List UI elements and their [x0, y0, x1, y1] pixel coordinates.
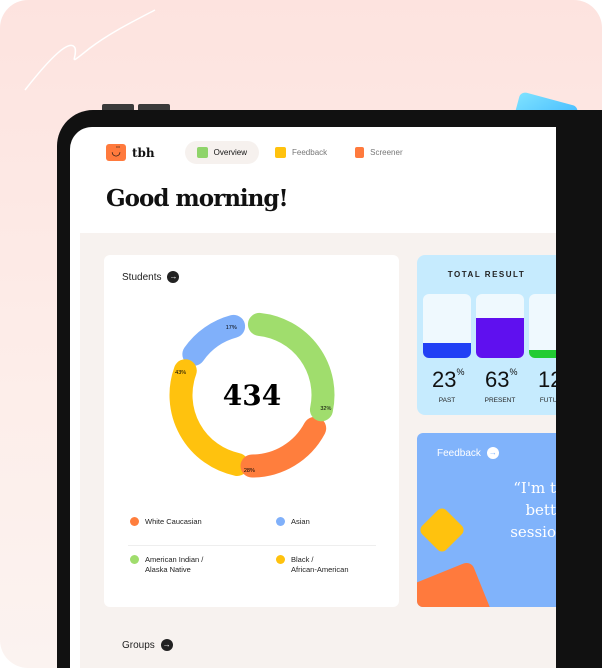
donut-segment	[182, 314, 246, 366]
donut-segment	[247, 312, 335, 422]
result-bar-fill	[423, 343, 471, 358]
result-value: 12%	[538, 367, 556, 393]
feedback-quote: “I'm t bett sessio	[510, 479, 556, 541]
scribble-decoration	[24, 9, 156, 91]
result-unit: %	[456, 367, 465, 377]
feedback-title: Feedback	[437, 447, 481, 459]
app-screen: ◡̈ tbh Overview Feedback Screener Good mo…	[70, 127, 556, 668]
result-label: FUTURE	[539, 397, 556, 404]
legend-label: Black / African-American	[291, 555, 349, 574]
donut-label: 28%	[244, 468, 255, 474]
page-title: Good morning!	[106, 185, 289, 212]
students-donut-chart: 434 32% 28% 43% 17%	[169, 312, 335, 478]
donut-label: 43%	[175, 370, 186, 376]
result-label: PRESENT	[484, 397, 516, 404]
students-card: Students → 434 32% 28% 43% 17% White Caucasi…	[104, 255, 399, 607]
tab-overview[interactable]: Overview	[184, 141, 260, 164]
groups-header[interactable]: Groups →	[122, 639, 173, 651]
feedback-header[interactable]: Feedback →	[437, 447, 499, 459]
result-bar	[476, 294, 524, 358]
device-button	[138, 104, 170, 112]
tab-label: Overview	[213, 148, 248, 157]
result-value: 63%	[485, 367, 518, 393]
tab-screener[interactable]: Screener	[343, 141, 414, 164]
result-bar-fill	[529, 350, 556, 358]
students-header[interactable]: Students →	[122, 271, 180, 283]
donut-segment	[240, 416, 327, 478]
result-bar	[529, 294, 556, 358]
legend-dot	[130, 555, 139, 564]
groups-title: Groups	[122, 639, 155, 651]
logo-text: tbh	[132, 145, 155, 160]
arrow-right-icon[interactable]: →	[160, 639, 173, 651]
legend-label: American Indian / Alaska Native	[145, 555, 204, 574]
dashboard: Students → 434 32% 28% 43% 17% White Caucasi…	[80, 233, 556, 668]
total-result-card: TOTAL RESULT 23% PAST 63% PRESENT 12% FU…	[417, 255, 556, 415]
legend-dot	[130, 517, 139, 526]
smiley-logo-icon: ◡̈	[106, 144, 126, 161]
feedback-card: Feedback → “I'm t bett sessio	[417, 433, 556, 607]
device-button	[102, 104, 134, 112]
legend-item: Asian	[276, 517, 310, 527]
logo[interactable]: ◡̈ tbh	[106, 144, 155, 161]
tab-label: Screener	[370, 148, 403, 157]
legend-dot	[276, 555, 285, 564]
legend-dot	[276, 517, 285, 526]
result-value: 23%	[432, 367, 465, 393]
grid-icon	[196, 147, 208, 158]
document-icon	[355, 147, 365, 158]
legend-item: American Indian / Alaska Native	[130, 555, 203, 575]
arrow-right-icon[interactable]: →	[167, 271, 180, 283]
arrow-right-icon[interactable]: →	[486, 447, 499, 459]
legend-item: White Caucasian	[130, 517, 202, 527]
message-icon	[275, 147, 287, 158]
result-number: 12	[538, 367, 556, 392]
donut-label: 17%	[226, 325, 237, 331]
donut-segment	[169, 359, 249, 476]
donut-label: 32%	[320, 406, 331, 412]
legend-item: Black / African-American	[276, 555, 349, 575]
result-number: 63	[485, 367, 510, 392]
diamond-shape	[417, 505, 467, 555]
total-result-title: TOTAL RESULT	[447, 270, 526, 279]
result-unit: %	[509, 367, 518, 377]
tab-label: Feedback	[292, 148, 328, 157]
result-bar	[423, 294, 471, 358]
result-bar-fill	[476, 317, 524, 358]
square-shape	[417, 560, 498, 607]
result-label: PAST	[438, 397, 456, 404]
divider	[128, 545, 376, 546]
students-total: 434	[223, 379, 281, 412]
top-nav: ◡̈ tbh Overview Feedback Screener	[106, 141, 415, 164]
tab-feedback[interactable]: Feedback	[263, 141, 339, 164]
result-number: 23	[432, 367, 457, 392]
legend-label: White Caucasian	[145, 517, 202, 526]
students-title: Students	[122, 271, 162, 283]
legend-label: Asian	[291, 517, 310, 526]
